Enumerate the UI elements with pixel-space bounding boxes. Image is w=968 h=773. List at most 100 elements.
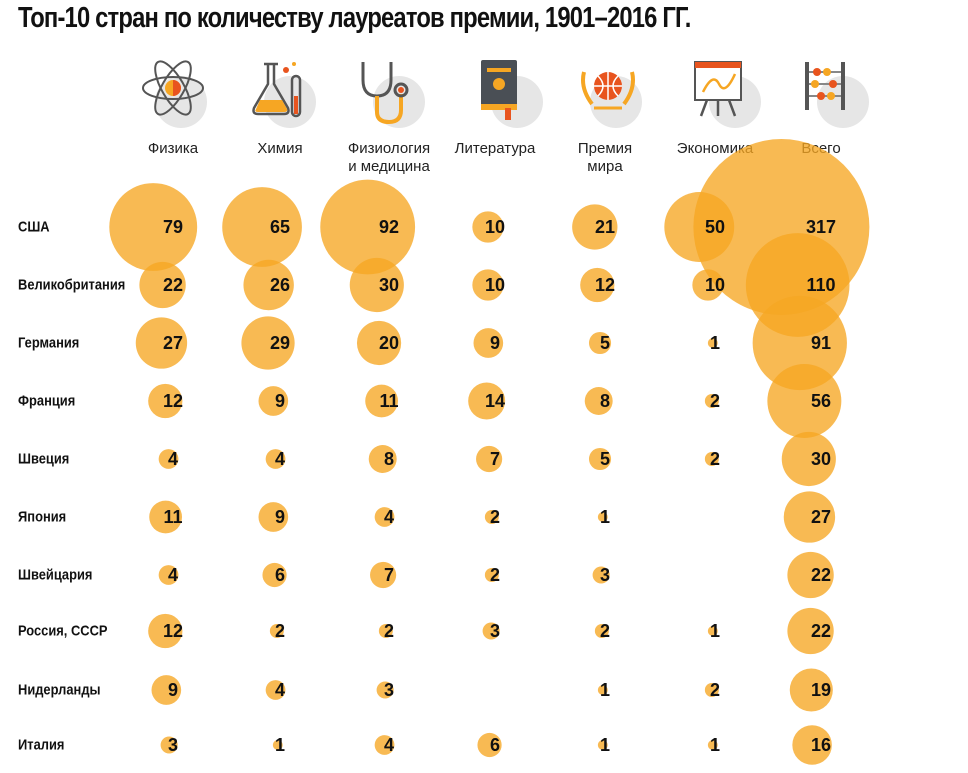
bubble-literature-4 xyxy=(476,445,503,473)
bubble-chemistry-7 xyxy=(269,624,284,638)
value-label-medicine-8: 3 xyxy=(384,680,394,700)
row-label-japan: Япония xyxy=(18,508,67,526)
value-label-medicine-3: 11 xyxy=(379,391,398,411)
column-label-economics: Экономика xyxy=(676,140,754,157)
value-label-peace-6: 3 xyxy=(600,565,610,585)
bubble-physics-7 xyxy=(148,613,183,649)
laurel-globe-icon xyxy=(581,71,642,128)
value-label-economics-1: 10 xyxy=(705,275,725,295)
bubble-total-9 xyxy=(792,725,832,765)
bubble-economics-4 xyxy=(704,452,719,466)
row-label-france: Франция xyxy=(18,392,76,410)
value-label-economics-9: 1 xyxy=(710,735,720,755)
value-label-medicine-2: 20 xyxy=(379,333,399,353)
bubble-physics-4 xyxy=(158,449,179,469)
bubble-physics-1 xyxy=(139,261,186,309)
bubble-peace-3 xyxy=(584,387,613,415)
bubble-literature-7 xyxy=(482,622,500,640)
bubble-peace-2 xyxy=(588,331,612,355)
bubble-total-3 xyxy=(767,364,842,438)
bubble-physics-5 xyxy=(149,500,183,534)
bubble-chemistry-0 xyxy=(222,187,302,267)
value-label-economics-3: 2 xyxy=(710,391,720,411)
value-label-literature-3: 14 xyxy=(485,391,505,411)
value-label-economics-2: 1 xyxy=(710,333,720,353)
value-label-economics-8: 2 xyxy=(710,680,720,700)
bubble-chemistry-3 xyxy=(258,386,289,416)
value-label-physics-9: 3 xyxy=(168,735,178,755)
bubble-economics-8 xyxy=(704,683,719,697)
bubble-literature-2 xyxy=(473,328,504,358)
chart-board-icon xyxy=(694,61,761,128)
value-label-total-1: 110 xyxy=(806,275,835,295)
value-label-total-3: 56 xyxy=(811,391,831,411)
value-label-chemistry-9: 1 xyxy=(275,735,285,755)
row-label-germany: Германия xyxy=(18,334,80,352)
bubble-economics-1 xyxy=(692,269,724,301)
value-label-medicine-9: 4 xyxy=(384,735,394,755)
bubble-total-6 xyxy=(787,551,834,599)
value-label-physics-1: 22 xyxy=(163,275,183,295)
bubble-peace-0 xyxy=(572,204,618,250)
value-label-peace-2: 5 xyxy=(600,333,610,353)
bubble-total-8 xyxy=(789,668,833,712)
value-label-physics-6: 4 xyxy=(168,565,178,585)
value-label-physics-7: 12 xyxy=(163,621,183,641)
bubble-chemistry-6 xyxy=(262,562,287,588)
value-label-medicine-7: 2 xyxy=(384,621,394,641)
value-label-physics-0: 79 xyxy=(163,217,183,237)
bubble-physics-2 xyxy=(135,317,188,369)
value-label-medicine-6: 7 xyxy=(384,565,394,585)
value-label-literature-0: 10 xyxy=(485,217,505,237)
row-label-sweden: Швеция xyxy=(18,450,70,468)
value-label-total-5: 27 xyxy=(811,507,831,527)
row-label-switzerland: Швейцария xyxy=(18,566,93,584)
bubble-total-7 xyxy=(787,607,834,655)
value-label-economics-4: 2 xyxy=(710,449,720,469)
bubble-medicine-9 xyxy=(374,735,395,755)
bubble-medicine-2 xyxy=(356,320,402,366)
bubble-physics-6 xyxy=(158,565,179,585)
value-label-literature-5: 2 xyxy=(490,507,500,527)
value-label-chemistry-8: 4 xyxy=(275,680,285,700)
value-label-physics-3: 12 xyxy=(163,391,183,411)
value-label-peace-3: 8 xyxy=(600,391,610,411)
value-label-chemistry-7: 2 xyxy=(275,621,285,641)
value-label-chemistry-1: 26 xyxy=(270,275,290,295)
value-label-chemistry-4: 4 xyxy=(275,449,285,469)
value-label-medicine-0: 92 xyxy=(379,217,399,237)
bubble-literature-9 xyxy=(477,732,502,758)
bubble-literature-1 xyxy=(472,269,504,301)
value-label-physics-8: 9 xyxy=(168,680,178,700)
bubble-peace-6 xyxy=(592,566,610,584)
value-label-medicine-4: 8 xyxy=(384,449,394,469)
book-icon xyxy=(481,60,543,128)
bubble-literature-6 xyxy=(484,568,499,582)
value-label-medicine-1: 30 xyxy=(379,275,399,295)
abacus-icon xyxy=(805,62,869,128)
bubble-chemistry-1 xyxy=(243,259,294,311)
value-label-total-2: 91 xyxy=(811,333,831,353)
bubble-medicine-1 xyxy=(349,257,404,313)
bubble-peace-4 xyxy=(588,447,612,471)
value-label-literature-2: 9 xyxy=(490,333,500,353)
bubble-economics-2 xyxy=(707,338,718,348)
value-label-total-0: 317 xyxy=(806,217,836,237)
value-label-total-9: 16 xyxy=(811,735,831,755)
bubble-chemistry-9 xyxy=(272,740,283,750)
value-label-chemistry-5: 9 xyxy=(275,507,285,527)
value-label-chemistry-0: 65 xyxy=(270,217,290,237)
value-label-physics-5: 11 xyxy=(163,507,182,527)
bubble-literature-5 xyxy=(484,510,499,524)
stethoscope-icon xyxy=(361,62,425,128)
bubble-peace-9 xyxy=(597,740,608,750)
bubble-chemistry-8 xyxy=(265,680,286,700)
value-label-peace-5: 1 xyxy=(600,507,610,527)
value-label-literature-9: 6 xyxy=(490,735,500,755)
bubble-economics-3 xyxy=(704,394,719,408)
value-label-literature-1: 10 xyxy=(485,275,505,295)
value-label-economics-7: 1 xyxy=(710,621,720,641)
value-label-physics-2: 27 xyxy=(163,333,183,353)
value-label-literature-4: 7 xyxy=(490,449,500,469)
bubble-literature-3 xyxy=(468,382,506,420)
